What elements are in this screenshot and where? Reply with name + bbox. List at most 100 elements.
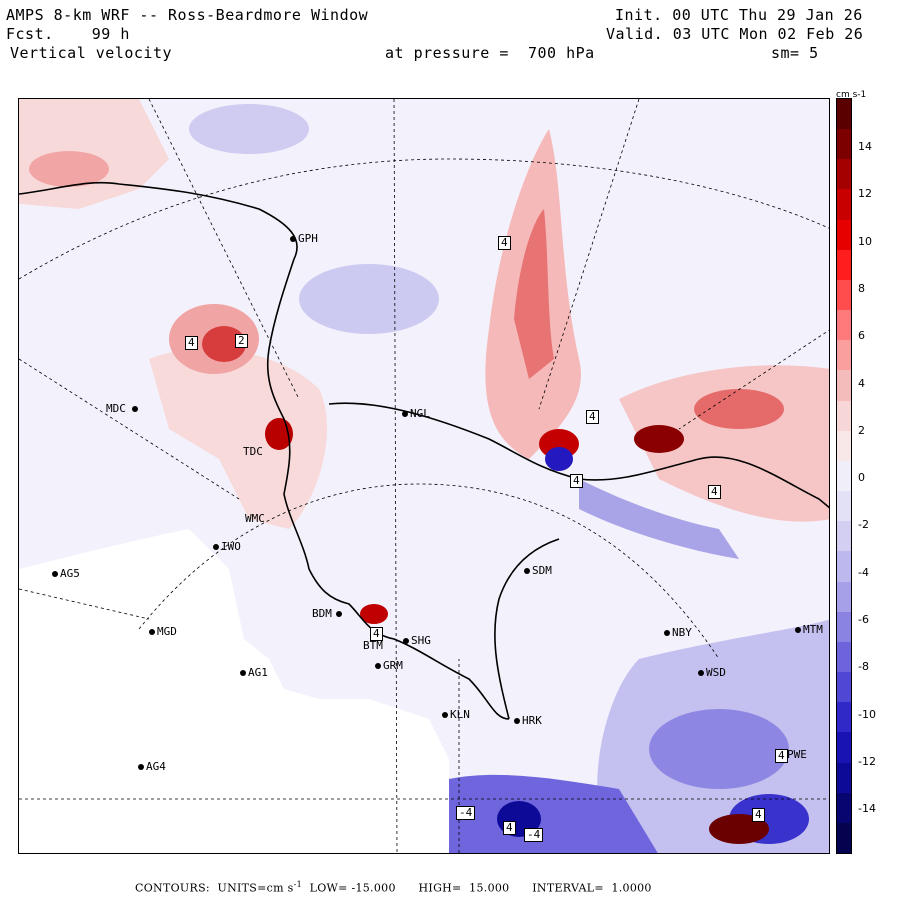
contour-label: 4 bbox=[498, 236, 511, 250]
field-negative-ridge bbox=[579, 479, 739, 559]
station-sdm[interactable]: SDM bbox=[524, 565, 552, 577]
valid-time: Valid. 03 UTC Mon 02 Feb 26 bbox=[606, 25, 863, 43]
pressure-level: at pressure = 700 hPa bbox=[385, 44, 595, 62]
field-positive-nw-core bbox=[29, 151, 109, 187]
colorbar-segment bbox=[837, 340, 851, 371]
station-wsd[interactable]: WSD bbox=[698, 667, 726, 679]
station-label: WSD bbox=[706, 666, 726, 679]
station-gph[interactable]: GPH bbox=[290, 233, 318, 245]
colorbar-segment bbox=[837, 521, 851, 552]
colorbar-segment bbox=[837, 702, 851, 733]
colorbar-tick-label: -8 bbox=[858, 660, 869, 674]
station-ag1[interactable]: AG1 bbox=[240, 667, 268, 679]
field-positive-east-core bbox=[694, 389, 784, 429]
field-name: Vertical velocity bbox=[10, 44, 173, 62]
station-marker bbox=[403, 638, 409, 644]
station-label: BTM bbox=[363, 639, 383, 652]
colorbar-tick-label: 0 bbox=[858, 471, 865, 485]
station-label: BDM bbox=[312, 607, 332, 620]
init-time: Init. 00 UTC Thu 29 Jan 26 bbox=[615, 6, 863, 24]
valid-value: 03 UTC Mon 02 Feb 26 bbox=[672, 25, 864, 43]
station-marker bbox=[795, 627, 801, 633]
high-label: HIGH= bbox=[418, 881, 462, 895]
station-label: NGL bbox=[410, 407, 430, 420]
units-sup: -1 bbox=[293, 880, 302, 889]
field-negative-top bbox=[189, 104, 309, 154]
station-iwo[interactable]: IWO bbox=[213, 541, 241, 553]
station-nby[interactable]: NBY bbox=[664, 627, 692, 639]
station-marker bbox=[290, 236, 296, 242]
field-strong-negative-1 bbox=[545, 447, 573, 471]
station-ngl[interactable]: NGL bbox=[402, 408, 430, 420]
low-label: LOW= bbox=[309, 881, 348, 895]
colorbar-segment bbox=[837, 551, 851, 583]
colorbar-segment bbox=[837, 279, 851, 311]
station-marker bbox=[402, 411, 408, 417]
station-mtm[interactable]: MTM bbox=[795, 624, 823, 636]
colorbar-tick-label: -4 bbox=[858, 565, 869, 579]
interval-label: INTERVAL= bbox=[532, 881, 604, 895]
station-label: NBY bbox=[672, 626, 692, 639]
contour-label: 4 bbox=[185, 336, 198, 350]
station-marker bbox=[698, 670, 704, 676]
station-label: GPH bbox=[298, 232, 318, 245]
colorbar-segment bbox=[837, 249, 851, 281]
units-label: UNITS=cm s bbox=[217, 881, 294, 895]
colorbar-tick-label: -2 bbox=[858, 518, 869, 532]
station-bdm[interactable]: BDM bbox=[312, 608, 344, 620]
station-kln[interactable]: KLN bbox=[442, 709, 470, 721]
valid-label: Valid. bbox=[606, 25, 664, 43]
colorbar bbox=[836, 98, 852, 854]
station-label: MGD bbox=[157, 625, 177, 638]
station-marker bbox=[514, 718, 520, 724]
station-btm[interactable]: BTM bbox=[363, 640, 383, 652]
graticule bbox=[19, 99, 829, 853]
colorbar-segment bbox=[837, 581, 851, 613]
colorbar-segment bbox=[837, 430, 851, 462]
station-label: HRK bbox=[522, 714, 542, 727]
colorbar-tick-label: 4 bbox=[858, 376, 865, 390]
colorbar-tick-label: 14 bbox=[858, 140, 872, 153]
station-marker bbox=[524, 568, 530, 574]
colorbar-segment bbox=[837, 822, 851, 854]
contour-label: 4 bbox=[503, 821, 516, 835]
station-marker bbox=[52, 571, 58, 577]
station-label: SDM bbox=[532, 564, 552, 577]
fcst-label: Fcst. bbox=[6, 25, 54, 43]
station-tdc[interactable]: TDC bbox=[243, 446, 263, 458]
field-positive-streak-core bbox=[514, 209, 554, 379]
station-hrk[interactable]: HRK bbox=[514, 715, 542, 727]
station-mdc[interactable]: MDC bbox=[106, 403, 140, 415]
station-label: AG1 bbox=[248, 666, 268, 679]
station-marker bbox=[213, 544, 219, 550]
station-mgd[interactable]: MGD bbox=[149, 626, 177, 638]
colorbar-segment bbox=[837, 460, 851, 492]
colorbar-segment bbox=[837, 762, 851, 794]
colorbar-segment bbox=[837, 370, 851, 402]
station-ag5[interactable]: AG5 bbox=[52, 568, 80, 580]
station-grm[interactable]: GRM bbox=[375, 660, 403, 672]
station-shg[interactable]: SHG bbox=[403, 635, 431, 647]
contour-label: 4 bbox=[570, 474, 583, 488]
map-panel[interactable] bbox=[18, 98, 830, 854]
colorbar-tick-label: 2 bbox=[858, 423, 865, 437]
colorbar-segment bbox=[837, 491, 851, 522]
colorbar-segment bbox=[837, 792, 851, 824]
station-marker bbox=[335, 611, 342, 617]
station-marker bbox=[442, 712, 448, 718]
station-label: SHG bbox=[411, 634, 431, 647]
station-label: PWE bbox=[787, 748, 807, 761]
station-label: WMC bbox=[245, 512, 265, 525]
station-wmc[interactable]: WMC bbox=[245, 513, 265, 525]
colorbar-segment bbox=[837, 611, 851, 643]
colorbar-segment bbox=[837, 400, 851, 432]
contour-label: 4 bbox=[586, 410, 599, 424]
contour-label: -4 bbox=[456, 806, 476, 820]
colorbar-segment bbox=[837, 641, 851, 673]
contours-label: CONTOURS: bbox=[135, 881, 210, 895]
station-ag4[interactable]: AG4 bbox=[138, 761, 166, 773]
contour-label: 2 bbox=[235, 334, 248, 348]
colorbar-segment bbox=[837, 732, 851, 764]
contour-info: CONTOURS: UNITS=cm s-1 LOW= -15.000 HIGH… bbox=[135, 880, 652, 895]
plot-title: AMPS 8-km WRF -- Ross-Beardmore Window bbox=[6, 6, 369, 24]
